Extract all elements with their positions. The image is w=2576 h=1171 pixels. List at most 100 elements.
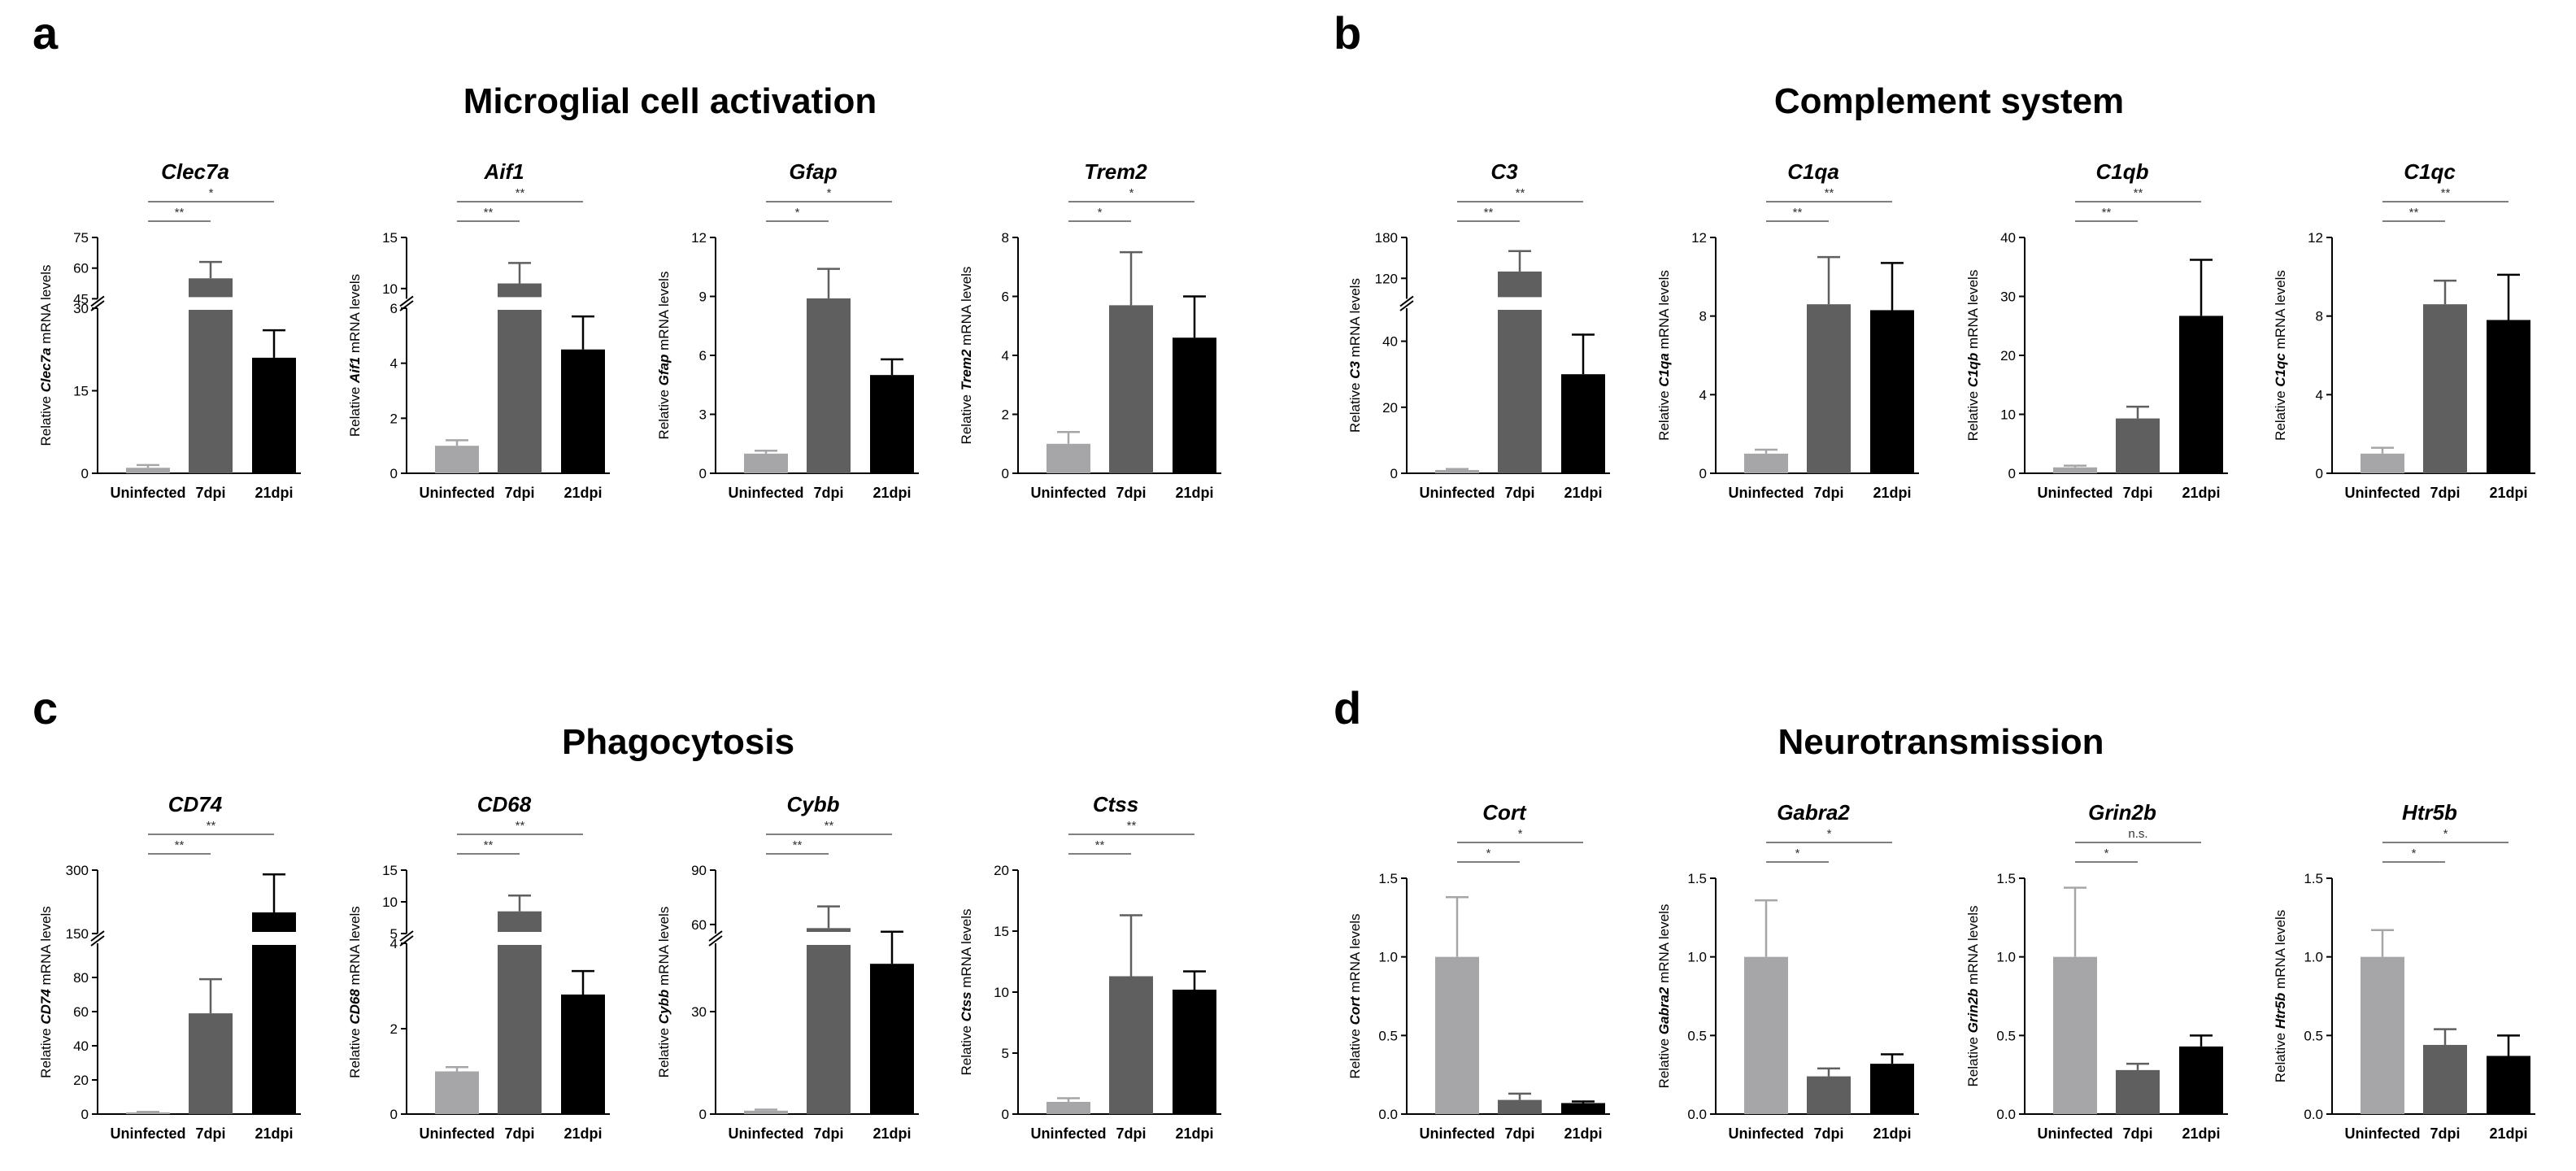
- bar-cd68-21dpi: [561, 995, 605, 1114]
- x-tick-label-grin2b-21dpi: 21dpi: [2182, 1125, 2220, 1142]
- panel-title-c: Phagocytosis: [561, 722, 795, 762]
- bar-cybb-7dpi: [807, 928, 851, 1114]
- axis-break-mark-cd68: [399, 930, 414, 942]
- sig-label-c3-0: **: [1484, 206, 1494, 220]
- x-tick-label-cd74-7dpi: 7dpi: [195, 1125, 225, 1142]
- y-axis-label-htr5b: Relative Htr5b mRNA levels: [2273, 910, 2288, 1083]
- y-tick-label-aif1: 2: [390, 411, 398, 426]
- sig-label-c1qb-0: **: [2102, 206, 2112, 220]
- chart-gfap: Gfap Relative Gfap mRNA levels 0 3 6 9 12 Uninf…: [656, 159, 919, 501]
- bar-c1qb-uninfected: [2053, 467, 2097, 473]
- bar-c1qc-uninfected: [2361, 453, 2404, 473]
- x-tick-label-clec7a-uninfected: Uninfected: [110, 485, 185, 501]
- bar-grin2b-21dpi: [2179, 1046, 2223, 1114]
- y-tick-label-htr5b: 0.0: [2304, 1107, 2323, 1122]
- x-tick-label-trem2-7dpi: 7dpi: [1116, 485, 1146, 501]
- y-tick-label-c1qb: 30: [2000, 289, 2016, 305]
- chart-title-c1qa: C1qa: [1787, 159, 1839, 184]
- sig-label-cd68-1: **: [516, 819, 525, 833]
- panel-letter-d: d: [1334, 682, 1362, 734]
- y-axis-label-grin2b: Relative Grin2b mRNA levels: [1965, 906, 1981, 1087]
- bar-c3-uninfected: [1435, 469, 1479, 473]
- y-tick-label-ctss: 20: [994, 863, 1009, 878]
- x-tick-label-clec7a-7dpi: 7dpi: [195, 485, 225, 501]
- y-tick-label-cort: 1.0: [1378, 950, 1398, 965]
- panel-letter-c: c: [33, 682, 59, 734]
- y-tick-label-trem2: 2: [1002, 407, 1009, 423]
- chart-gabra2: Gabra2 Relative Gabra2 mRNA levels 0.0 0.5 1…: [1656, 800, 1919, 1142]
- x-tick-label-clec7a-21dpi: 21dpi: [255, 485, 293, 501]
- chart-title-ctss: Ctss: [1093, 792, 1138, 816]
- bar-break-gap-clec7a-7dpi: [187, 297, 234, 310]
- sig-label-clec7a-1: *: [209, 186, 214, 200]
- x-tick-label-gabra2-7dpi: 7dpi: [1813, 1125, 1843, 1142]
- y-tick-label-gfap: 6: [699, 348, 707, 363]
- x-tick-label-gabra2-21dpi: 21dpi: [1873, 1125, 1911, 1142]
- y-tick-label-cort: 0.5: [1378, 1028, 1398, 1043]
- bar-clec7a-21dpi: [252, 357, 296, 473]
- bar-gfap-21dpi: [870, 375, 914, 473]
- y-tick-label-c1qb: 0: [2008, 466, 2016, 481]
- x-tick-label-ctss-uninfected: Uninfected: [1030, 1125, 1106, 1142]
- x-tick-label-c1qb-21dpi: 21dpi: [2182, 485, 2220, 501]
- bar-c1qc-7dpi: [2423, 304, 2467, 473]
- chart-c1qa: C1qa Relative C1qa mRNA levels 0 4 8 12 Uninfe…: [1656, 159, 1919, 501]
- bar-gabra2-21dpi: [1870, 1064, 1914, 1114]
- y-tick-label-clec7a: 60: [73, 261, 89, 276]
- x-tick-label-cd74-21dpi: 21dpi: [255, 1125, 293, 1142]
- y-tick-label-c3: 120: [1375, 271, 1398, 286]
- bar-trem2-7dpi: [1109, 305, 1153, 473]
- sig-label-gfap-0: *: [795, 206, 800, 220]
- y-tick-label-c1qb: 20: [2000, 348, 2016, 363]
- chart-ctss: Ctss Relative Ctss mRNA levels 0 5 10 15 20 Uni…: [959, 792, 1221, 1142]
- sig-label-ctss-0: **: [1095, 838, 1105, 852]
- axis-break-mark-cybb: [708, 930, 723, 942]
- x-tick-label-c1qb-uninfected: Uninfected: [2037, 485, 2113, 501]
- bar-cd68-7dpi: [498, 911, 542, 1114]
- y-tick-label-clec7a: 0: [81, 466, 89, 481]
- bar-break-gap-cybb-7dpi: [805, 932, 852, 945]
- sig-label-ctss-1: **: [1127, 819, 1137, 833]
- y-tick-label-cd74: 40: [73, 1038, 89, 1054]
- y-tick-label-c1qb: 10: [2000, 407, 2016, 423]
- y-tick-label-ctss: 0: [1002, 1107, 1009, 1122]
- y-tick-label-gfap: 9: [699, 289, 707, 305]
- sig-label-trem2-0: *: [1098, 206, 1103, 220]
- bar-gfap-uninfected: [744, 453, 788, 473]
- x-tick-label-cort-uninfected: Uninfected: [1419, 1125, 1495, 1142]
- axis-break-mark-aif1: [399, 295, 414, 307]
- x-tick-label-cybb-uninfected: Uninfected: [728, 1125, 803, 1142]
- bar-cybb-uninfected: [744, 1110, 788, 1114]
- bar-ctss-uninfected: [1046, 1102, 1090, 1114]
- sig-label-cort-0: *: [1486, 847, 1491, 860]
- chart-aif1: Aif1 Relative Aif1 mRNA levels 0 2 4 6 10 15 Uni…: [347, 159, 610, 501]
- x-tick-label-cd68-uninfected: Uninfected: [419, 1125, 494, 1142]
- y-tick-label-cort: 1.5: [1378, 871, 1398, 886]
- sig-label-cd74-1: **: [207, 819, 216, 833]
- y-tick-label-cd68: 5: [390, 926, 398, 942]
- chart-title-clec7a: Clec7a: [161, 159, 229, 184]
- y-tick-label-cd74: 0: [81, 1107, 89, 1122]
- y-tick-label-grin2b: 1.5: [1996, 871, 2016, 886]
- y-tick-label-c1qa: 4: [1699, 387, 1707, 403]
- x-tick-label-cd68-21dpi: 21dpi: [564, 1125, 602, 1142]
- bar-aif1-7dpi: [498, 283, 542, 473]
- x-tick-label-gfap-7dpi: 7dpi: [813, 485, 843, 501]
- y-tick-label-c3: 0: [1390, 466, 1398, 481]
- x-tick-label-cybb-7dpi: 7dpi: [813, 1125, 843, 1142]
- y-tick-label-cd68: 4: [390, 936, 398, 951]
- chart-title-cybb: Cybb: [787, 792, 840, 816]
- chart-title-aif1: Aif1: [483, 159, 524, 184]
- y-tick-label-aif1: 10: [382, 281, 398, 297]
- y-tick-label-cd74: 80: [73, 970, 89, 986]
- sig-label-grin2b-0: *: [2104, 847, 2109, 860]
- y-tick-label-cybb: 30: [691, 1004, 707, 1020]
- y-tick-label-grin2b: 0.5: [1996, 1028, 2016, 1043]
- panel-title-b: Complement system: [1773, 81, 2125, 121]
- bar-grin2b-7dpi: [2116, 1069, 2160, 1114]
- y-tick-label-cd74: 300: [66, 863, 89, 878]
- axis-break-mark-c3: [1399, 300, 1414, 311]
- y-tick-label-c1qc: 4: [2316, 387, 2323, 403]
- x-tick-label-c1qa-21dpi: 21dpi: [1873, 485, 1911, 501]
